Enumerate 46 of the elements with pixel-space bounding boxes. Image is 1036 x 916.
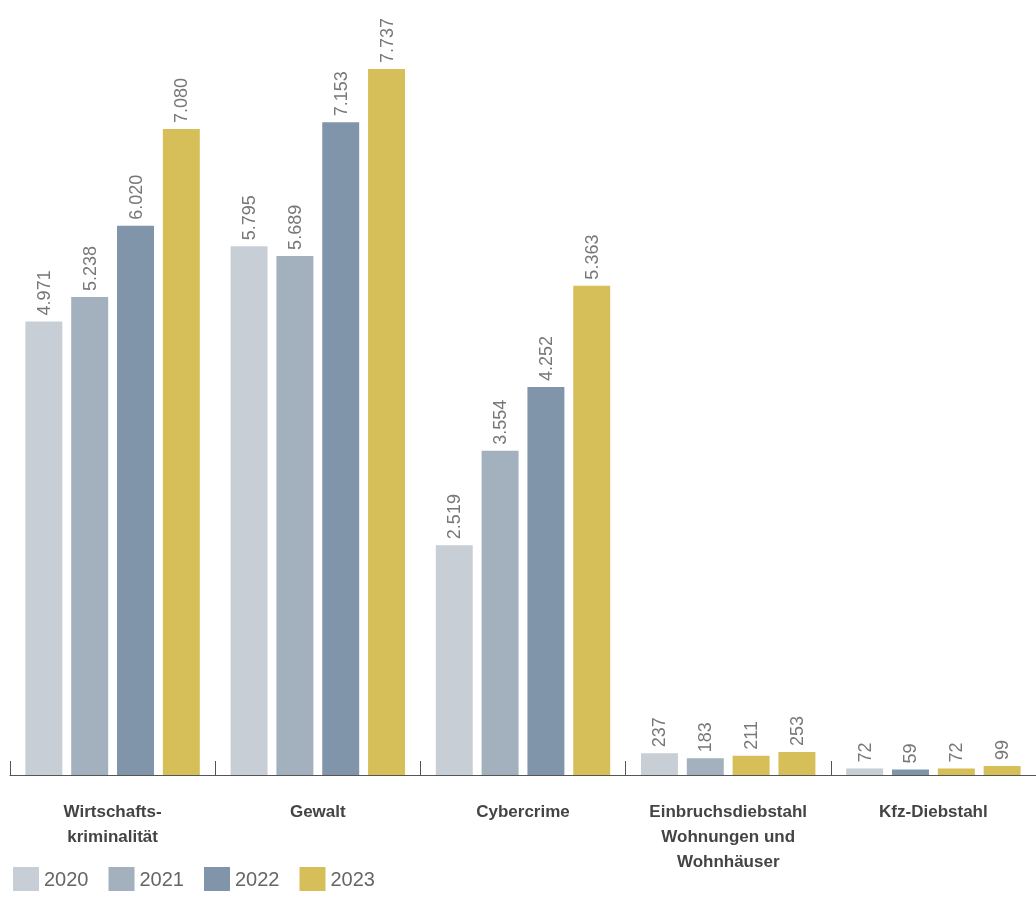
data-label: 237 — [649, 717, 670, 748]
data-label: 59 — [900, 743, 921, 764]
bar — [983, 765, 1021, 775]
bar — [527, 387, 565, 775]
data-label: 4.971 — [33, 270, 54, 316]
legend-label: 2020 — [44, 868, 89, 890]
data-label: 7.153 — [330, 71, 351, 117]
legend-label: 2021 — [139, 868, 184, 890]
x-tick-label: Gewalt — [289, 802, 346, 821]
x-tick-label: Einbruchsdiebstahl Wohnungen und Wohnhäuser — [649, 802, 808, 871]
data-label: 5.795 — [239, 195, 260, 241]
bar — [230, 246, 268, 775]
bar — [322, 122, 360, 775]
bar — [117, 225, 154, 775]
data-label: 5.363 — [581, 234, 602, 280]
data-label: 5.238 — [79, 245, 100, 292]
data-label: 211 — [741, 721, 762, 750]
data-label: 3.554 — [490, 399, 511, 445]
data-label: 253 — [786, 715, 807, 746]
bar — [778, 751, 816, 775]
data-label: 4.252 — [535, 335, 556, 382]
bar — [71, 297, 109, 775]
legend-label: 2022 — [234, 868, 280, 890]
x-tick-label: Cybercrime — [476, 802, 570, 821]
bar — [640, 753, 678, 775]
bar — [25, 321, 63, 775]
data-label: 5.689 — [284, 204, 305, 250]
x-tick-label: Wirtschafts- kriminalität — [63, 802, 162, 846]
bar — [573, 285, 611, 775]
data-label: 2.519 — [444, 494, 465, 540]
data-label: 183 — [695, 722, 716, 753]
data-label: 99 — [992, 739, 1013, 760]
data-label: 72 — [946, 742, 967, 763]
bar — [368, 69, 406, 775]
x-tick-label: Kfz-Diebstahl — [879, 802, 988, 821]
bar — [481, 450, 519, 775]
legend-label: 2023 — [330, 868, 375, 890]
bar — [435, 545, 473, 775]
bar — [276, 255, 314, 775]
data-label: 7.080 — [171, 77, 192, 123]
data-label: 6.020 — [125, 174, 146, 220]
data-label: 72 — [854, 742, 875, 763]
bar — [162, 128, 200, 775]
bar — [686, 758, 724, 775]
bar — [846, 768, 884, 775]
data-label: 7.737 — [376, 17, 397, 63]
